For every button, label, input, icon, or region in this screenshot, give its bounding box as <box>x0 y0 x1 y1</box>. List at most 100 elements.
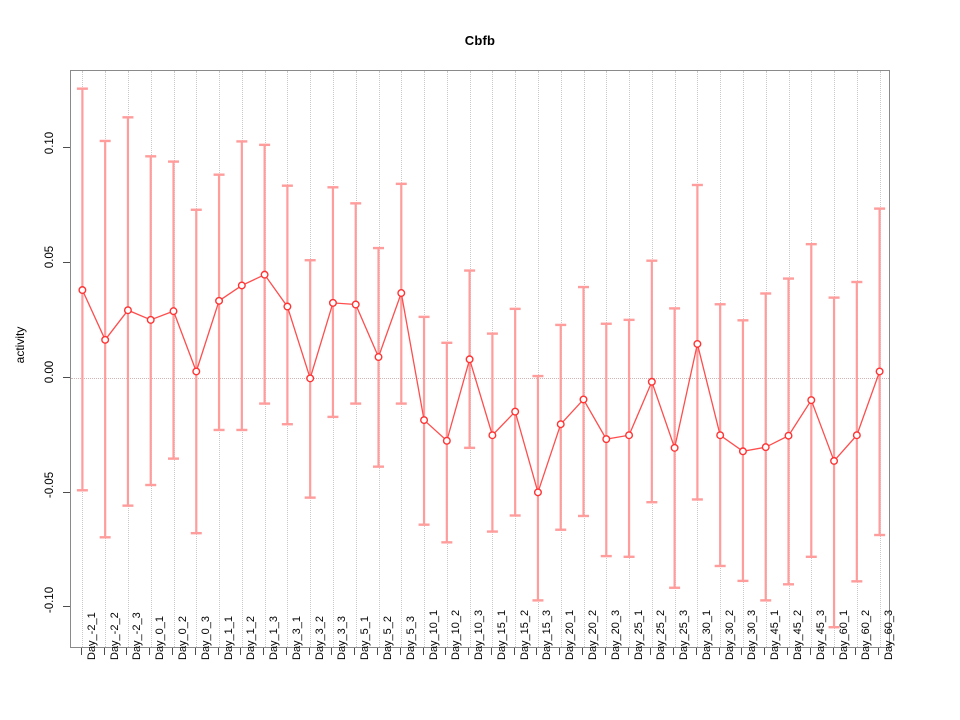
x-axis-tick <box>285 648 287 655</box>
x-axis-tick-label: Day_45_3 <box>814 609 827 660</box>
x-axis-tick <box>582 648 583 655</box>
x-axis-tick <box>650 648 652 655</box>
x-axis-tick-label: Day_30_2 <box>723 609 736 660</box>
error-bar <box>532 374 544 602</box>
x-axis-tick-label: Day_3_1 <box>290 615 303 660</box>
x-axis-tick <box>445 648 447 655</box>
data-point <box>647 377 656 386</box>
x-axis-tick <box>399 648 401 655</box>
data-point <box>237 281 246 290</box>
x-axis-tick <box>718 648 720 655</box>
data-point <box>761 443 770 452</box>
x-axis-tick <box>468 648 470 655</box>
x-axis-tick-label: Day_25_1 <box>632 609 645 660</box>
x-axis-tick-label: Day_10_3 <box>473 609 486 660</box>
x-axis-tick <box>741 648 743 655</box>
x-axis-tick-label: Day_15_1 <box>495 609 508 660</box>
x-axis-tick <box>422 648 424 655</box>
x-axis-tick-label: Day_20_2 <box>587 609 599 660</box>
x-axis-tick-label: Day_3_2 <box>313 615 326 660</box>
x-axis-tick-label: Day_0_3 <box>199 615 212 660</box>
x-axis-tick <box>536 648 538 655</box>
data-point <box>283 302 292 311</box>
data-point <box>784 431 793 440</box>
gridline-vertical <box>537 71 540 647</box>
x-axis-tick-label: Day_5_1 <box>359 615 372 660</box>
x-axis-tick-label: Day_15_2 <box>518 609 531 660</box>
x-axis-tick <box>787 648 788 655</box>
x-axis-tick-label: Day_60_2 <box>860 609 873 660</box>
data-point <box>442 436 451 445</box>
x-axis-tick-label: Day_-2_2 <box>108 612 121 660</box>
data-point <box>420 416 429 425</box>
y-axis-tick-label: 0.10 <box>44 131 57 154</box>
x-axis-tick-label: Day_20_1 <box>564 609 577 660</box>
x-axis-tick-label: Day_45_1 <box>769 609 782 660</box>
data-series <box>76 87 886 629</box>
x-axis-tick-label: Day_1_1 <box>222 615 235 660</box>
x-axis-tick-label: Day_0_1 <box>154 615 167 660</box>
x-axis-tick <box>627 648 629 655</box>
y-axis-tick-label: -0.10 <box>44 586 56 613</box>
data-point <box>169 307 178 316</box>
data-point <box>465 355 474 364</box>
x-axis-tick-label: Day_60_3 <box>883 609 896 660</box>
x-axis-tick-label: Day_1_2 <box>245 615 258 660</box>
series-line <box>81 273 881 495</box>
x-axis-tick-label: Day_20_3 <box>609 609 622 660</box>
x-axis-tick <box>809 648 811 655</box>
y-axis-tick-label: 0.00 <box>44 360 57 384</box>
x-axis-tick <box>855 648 857 655</box>
y-axis-label: activity <box>13 326 27 364</box>
x-axis-tick <box>194 648 196 655</box>
data-point <box>852 431 861 440</box>
x-axis-tick <box>217 648 219 655</box>
x-axis-tick <box>377 648 378 655</box>
x-axis-tick <box>559 648 561 655</box>
data-point <box>556 420 565 429</box>
data-point <box>875 367 884 376</box>
x-axis-tick <box>513 648 515 655</box>
data-point <box>693 339 702 348</box>
x-axis-tick <box>878 648 880 655</box>
data-point <box>146 315 155 324</box>
data-point <box>397 289 406 298</box>
x-axis-tick-label: Day_45_2 <box>792 609 804 660</box>
y-axis-tick <box>63 262 70 264</box>
y-axis-tick <box>63 606 70 608</box>
x-axis-tick-label: Day_-2_3 <box>131 612 144 660</box>
x-axis-tick-label: Day_10_2 <box>450 609 463 660</box>
x-axis-tick-label: Day_5_2 <box>382 615 394 660</box>
x-axis-tick-label: Day_30_1 <box>700 609 713 660</box>
plot-area <box>70 70 890 648</box>
data-point <box>625 431 634 440</box>
x-axis-tick <box>764 648 766 655</box>
data-point <box>511 407 520 416</box>
data-point <box>101 335 110 344</box>
x-axis-tick <box>172 648 173 655</box>
y-axis-tick <box>63 376 70 378</box>
x-axis-tick-label: Day_0_2 <box>177 615 189 660</box>
data-point <box>260 270 269 279</box>
plot-inner <box>71 71 889 647</box>
data-point <box>78 286 87 295</box>
x-axis-tick <box>80 648 82 655</box>
error-bar <box>783 277 794 586</box>
x-axis-tick-label: Day_60_1 <box>837 609 850 660</box>
x-axis-tick <box>263 648 265 655</box>
y-axis-tick-label: 0.05 <box>44 246 57 269</box>
data-point <box>374 353 383 362</box>
x-axis-tick <box>331 648 333 655</box>
x-axis-tick-label: Day_25_2 <box>655 609 668 660</box>
chart-title: Cbfb <box>464 33 496 48</box>
x-axis-tick <box>240 648 242 655</box>
x-axis-tick <box>832 648 834 655</box>
y-axis-tick <box>63 147 70 149</box>
x-axis-tick <box>308 648 310 655</box>
y-axis-tick <box>63 491 70 493</box>
x-axis-tick-label: Day_30_3 <box>746 609 759 660</box>
data-point <box>123 306 132 315</box>
x-axis-tick <box>103 648 105 655</box>
x-axis-tick-label: Day_1_3 <box>268 615 281 660</box>
data-point <box>328 298 337 307</box>
